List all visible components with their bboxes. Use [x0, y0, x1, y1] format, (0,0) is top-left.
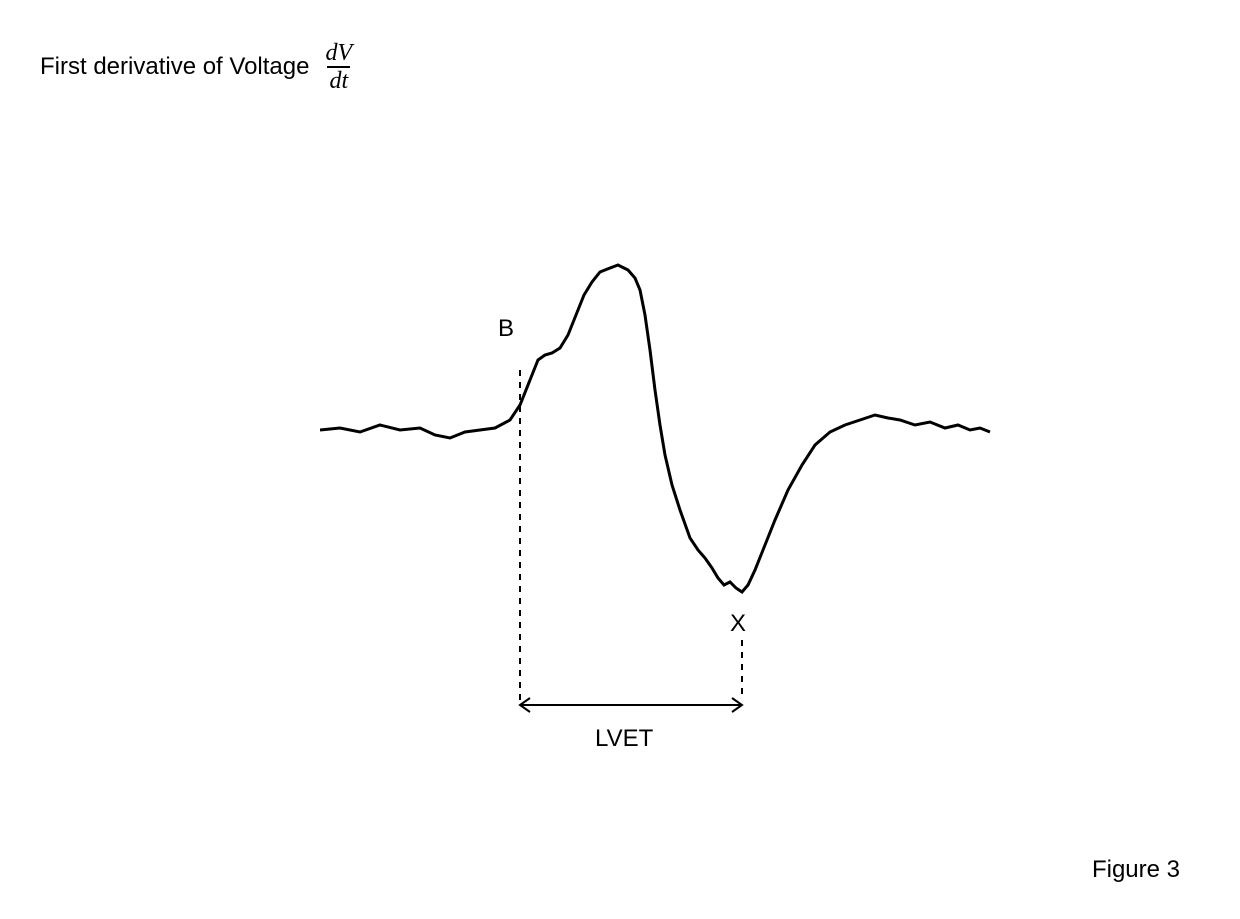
title-text: First derivative of Voltage [40, 53, 309, 81]
waveform-container: B X LVET [320, 260, 1000, 740]
label-lvet: LVET [595, 725, 653, 753]
label-x: X [730, 610, 746, 638]
waveform-svg [320, 260, 1000, 760]
waveform-curve [320, 265, 990, 592]
derivative-fraction: dV dt [323, 40, 354, 95]
fraction-numerator: dV [323, 40, 354, 66]
title-container: First derivative of Voltage dV dt [40, 40, 354, 95]
label-b: B [498, 315, 514, 343]
fraction-denominator: dt [327, 66, 350, 94]
figure-caption: Figure 3 [1092, 856, 1180, 884]
